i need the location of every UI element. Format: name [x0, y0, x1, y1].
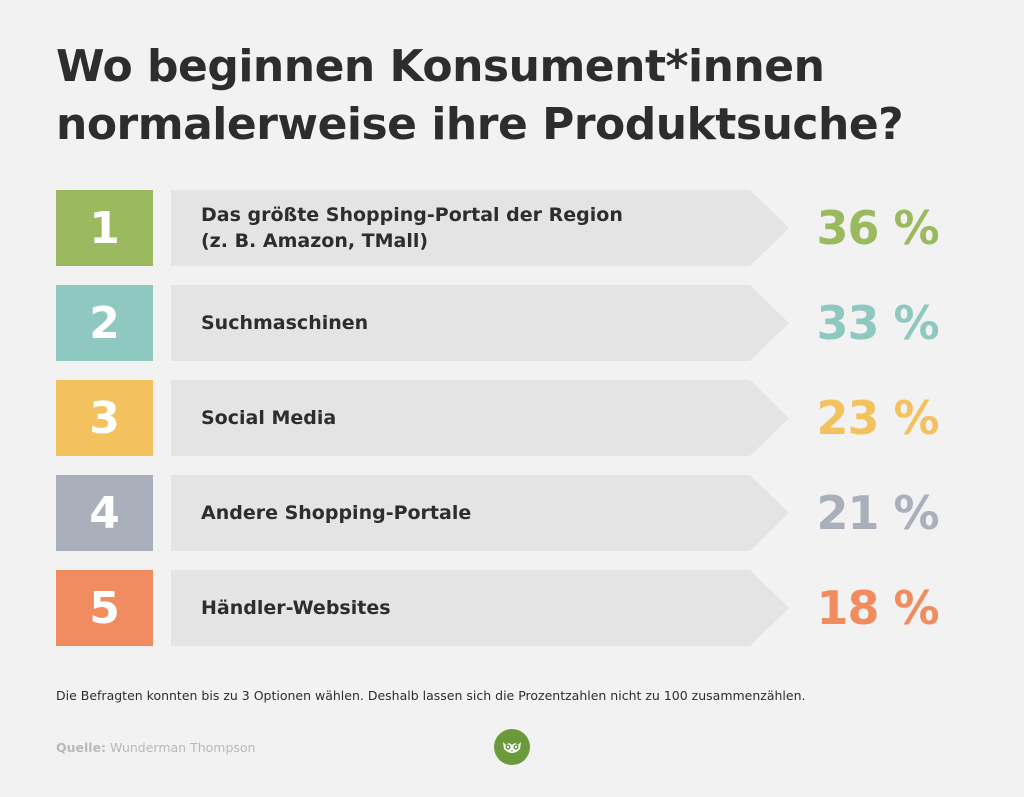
category-label-2: Suchmaschinen	[201, 312, 369, 334]
category-arrow-4: Andere Shopping-Portale	[171, 475, 789, 551]
source-label: Quelle:	[56, 740, 107, 755]
percentage-value-5: 18 %	[816, 581, 939, 635]
category-arrow-2: Suchmaschinen	[171, 285, 789, 361]
category-label-1: Das größte Shopping-Portal der Region (z…	[201, 204, 623, 252]
category-label-4: Andere Shopping-Portale	[201, 502, 472, 524]
rank-box-1: 1	[56, 190, 153, 266]
category-arrow-5: Händler-Websites	[171, 570, 789, 646]
rank-box-3: 3	[56, 380, 153, 456]
category-arrow-1: Das größte Shopping-Portal der Region (z…	[171, 190, 789, 266]
category-label-3: Social Media	[201, 407, 337, 429]
page-title: Wo beginnen Konsument*innen normalerweis…	[56, 41, 904, 150]
rank-box-2: 2	[56, 285, 153, 361]
percentage-value-3: 23 %	[816, 391, 939, 445]
percentage-value-1: 36 %	[816, 201, 939, 255]
percentage-value-2: 33 %	[816, 296, 939, 350]
rank-box-5: 5	[56, 570, 153, 646]
footnote: Die Befragten konnten bis zu 3 Optionen …	[56, 688, 806, 703]
category-arrow-3: Social Media	[171, 380, 789, 456]
category-label-5: Händler-Websites	[201, 597, 391, 619]
source-line: Quelle: Wunderman Thompson	[56, 740, 255, 755]
source-text: Wunderman Thompson	[110, 740, 256, 755]
percentage-value-4: 21 %	[816, 486, 939, 540]
owl-icon	[494, 729, 530, 765]
rank-box-4: 4	[56, 475, 153, 551]
